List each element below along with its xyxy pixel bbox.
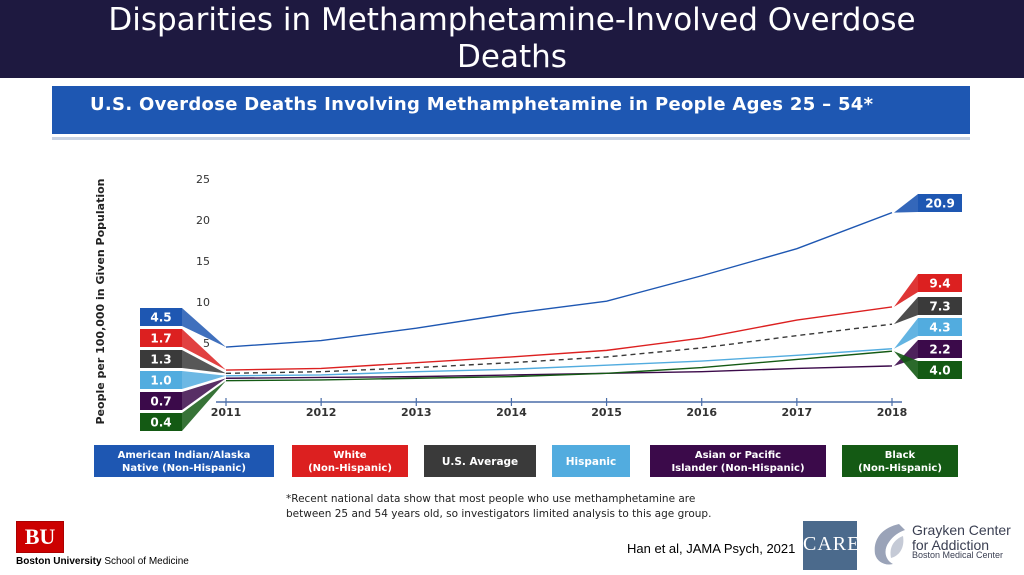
- bu-school-rest: School of Medicine: [101, 556, 189, 567]
- y-axis-label: People per 100,000 in Given Population: [94, 179, 107, 425]
- y-tick-label: 5: [203, 337, 210, 350]
- x-tick-label: 2012: [306, 406, 337, 419]
- bu-school-bold: Boston University: [16, 556, 102, 567]
- end-label-pointer: [894, 318, 918, 349]
- grayken-subtitle: Boston Medical Center: [912, 550, 1004, 560]
- plot-background: [92, 142, 970, 492]
- x-tick-label: 2016: [686, 406, 717, 419]
- end-label-box: [918, 340, 962, 358]
- care-logo: CARE: [803, 521, 861, 570]
- slide-header: Disparities in Methamphetamine-Involved …: [0, 0, 1024, 78]
- legend-box-hispanic: [552, 445, 630, 477]
- legend-box-american-indian: [94, 445, 274, 477]
- legend-label: Hispanic: [566, 456, 617, 468]
- grayken-name: Grayken Center for Addiction: [912, 523, 1011, 553]
- series-line-us-average: [225, 323, 893, 375]
- legend-box-black: [842, 445, 958, 477]
- start-value-label: 1.7: [150, 332, 171, 346]
- start-label-box: [140, 413, 182, 431]
- y-tick-label: 20: [196, 214, 210, 227]
- chart-footnote: *Recent national data show that most peo…: [286, 492, 806, 522]
- x-tick-label: 2011: [211, 406, 242, 419]
- end-label-pointer: [894, 274, 918, 307]
- end-label-box: [918, 194, 962, 212]
- x-tick-label: 2013: [401, 406, 432, 419]
- end-label-box: [918, 361, 962, 379]
- end-label-pointer: [894, 194, 918, 213]
- legend-label-line-2: (Non-Hispanic): [858, 463, 942, 474]
- start-label-pointer: [182, 380, 226, 431]
- end-value-label: 4.0: [929, 364, 950, 378]
- start-value-label: 0.4: [150, 416, 171, 430]
- series-line-white: [225, 306, 893, 371]
- grayken-name-line-2: for Addiction: [912, 537, 990, 553]
- legend-box-us-average: [424, 445, 536, 477]
- citation: Han et al, JAMA Psych, 2021: [627, 541, 796, 556]
- x-tick-label: 2015: [591, 406, 622, 419]
- start-label-pointer: [182, 350, 226, 374]
- legend-label-line-2: Islander (Non-Hispanic): [671, 463, 804, 474]
- y-tick-label: 10: [196, 296, 210, 309]
- legend-label-line-1: Black: [885, 450, 916, 461]
- start-value-label: 1.0: [150, 374, 171, 388]
- end-value-label: 2.2: [929, 343, 950, 357]
- footnote-line-1: *Recent national data show that most peo…: [286, 493, 696, 505]
- end-label-box: [918, 297, 962, 315]
- start-label-box: [140, 371, 182, 389]
- x-tick-label: 2017: [782, 406, 813, 419]
- legend-label-line-1: American Indian/Alaska: [118, 450, 251, 461]
- end-value-label: 20.9: [925, 197, 955, 211]
- legend-box-asian-pi: [650, 445, 826, 477]
- legend-label-line-2: Native (Non-Hispanic): [122, 463, 246, 474]
- slide-title: Disparities in Methamphetamine-Involved …: [108, 2, 916, 75]
- legend-label-line-1: Asian or Pacific: [695, 450, 781, 461]
- x-tick-label: 2014: [496, 406, 527, 419]
- chart-figure: U.S. Overdose Deaths Involving Methamphe…: [52, 86, 972, 526]
- start-label-box: [140, 329, 182, 347]
- start-value-label: 1.3: [150, 353, 171, 367]
- x-tick-label: 2018: [877, 406, 908, 419]
- end-label-box: [918, 274, 962, 292]
- grayken-logo-icon: [874, 524, 905, 565]
- start-value-label: 4.5: [150, 311, 171, 325]
- series-line-american-indian: [225, 211, 893, 348]
- legend-label-line-2: (Non-Hispanic): [308, 463, 392, 474]
- footnote-line-2: between 25 and 54 years old, so investig…: [286, 508, 712, 520]
- y-tick-label: 15: [196, 255, 210, 268]
- end-label-pointer: [894, 351, 918, 379]
- chart-title-banner: U.S. Overdose Deaths Involving Methamphe…: [52, 86, 970, 137]
- end-label-pointer: [894, 297, 918, 325]
- series-line-asian-pi: [225, 365, 893, 379]
- bu-logo-mark: BU: [16, 521, 64, 553]
- start-value-label: 0.7: [150, 395, 171, 409]
- series-line-hispanic: [225, 348, 893, 377]
- start-label-pointer: [182, 329, 226, 371]
- end-value-label: 9.4: [929, 277, 950, 291]
- end-label-box: [918, 318, 962, 336]
- start-label-box: [140, 392, 182, 410]
- bu-logo: BU: [16, 521, 64, 553]
- chart-title: U.S. Overdose Deaths Involving Methamphe…: [90, 94, 874, 115]
- legend-label: U.S. Average: [442, 456, 518, 468]
- bu-school-name: Boston University School of Medicine: [16, 556, 189, 567]
- grayken-name-line-1: Grayken Center: [912, 522, 1011, 538]
- legend-box-white: [292, 445, 408, 477]
- start-label-pointer: [182, 378, 226, 410]
- line-chart: 5 10 15 20 25 People per 100,000 in Given Pop…: [92, 142, 970, 492]
- start-label-box: [140, 350, 182, 368]
- end-value-label: 4.3: [929, 321, 950, 335]
- series-line-black: [225, 350, 893, 382]
- care-logo-text: CARE: [803, 533, 861, 555]
- legend-label-line-1: White: [333, 450, 366, 461]
- y-tick-label: 25: [196, 173, 210, 186]
- end-value-label: 7.3: [929, 300, 950, 314]
- start-label-box: [140, 308, 182, 326]
- start-label-pointer: [182, 371, 226, 389]
